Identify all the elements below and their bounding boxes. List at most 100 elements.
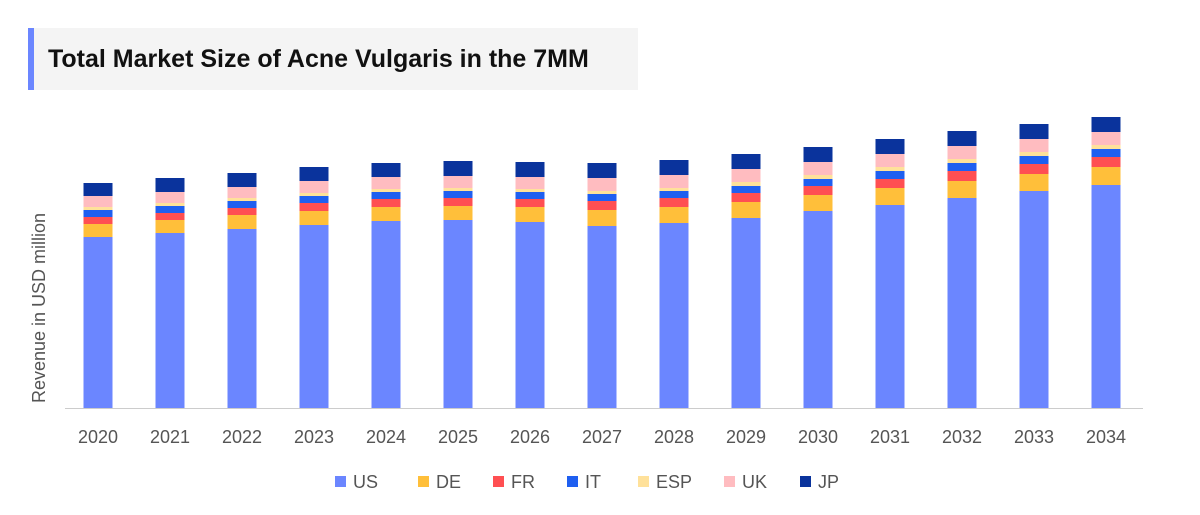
bar-it-2032 <box>947 163 977 171</box>
bar-esp-2025 <box>443 188 473 191</box>
bar-fr-2028 <box>659 198 689 207</box>
bar-us-2034 <box>1091 185 1121 408</box>
bar-jp-2021 <box>155 178 185 192</box>
bar-de-2034 <box>1091 167 1121 185</box>
bar-uk-2032 <box>947 146 977 159</box>
bar-de-2022 <box>227 215 257 229</box>
bar-esp-2020 <box>83 207 113 210</box>
bar-us-2021 <box>155 233 185 408</box>
bar-de-2024 <box>371 207 401 221</box>
bar-fr-2030 <box>803 186 833 195</box>
legend-label: DE <box>436 472 461 492</box>
bar-de-2033 <box>1019 174 1049 191</box>
bar-it-2034 <box>1091 149 1121 157</box>
bar-de-2029 <box>731 202 761 218</box>
legend-swatch-us <box>335 476 346 487</box>
bar-esp-2021 <box>155 203 185 206</box>
bar-us-2030 <box>803 211 833 408</box>
bar-uk-2020 <box>83 196 113 207</box>
x-tick-label: 2032 <box>942 427 982 447</box>
bar-esp-2028 <box>659 188 689 191</box>
bar-uk-2024 <box>371 177 401 189</box>
bar-jp-2034 <box>1091 117 1121 132</box>
bar-us-2027 <box>587 226 617 408</box>
x-tick-label: 2024 <box>366 427 406 447</box>
bar-jp-2026 <box>515 162 545 177</box>
bar-fr-2031 <box>875 179 905 188</box>
x-tick-label: 2023 <box>294 427 334 447</box>
bar-de-2028 <box>659 207 689 223</box>
bar-de-2021 <box>155 220 185 233</box>
bar-us-2020 <box>83 237 113 408</box>
legend-swatch-de <box>418 476 429 487</box>
legend-label: US <box>353 472 378 492</box>
bar-uk-2033 <box>1019 139 1049 152</box>
legend-swatch-uk <box>724 476 735 487</box>
x-tick-label: 2026 <box>510 427 550 447</box>
legend-label: JP <box>818 472 839 492</box>
bar-jp-2031 <box>875 139 905 154</box>
bar-esp-2029 <box>731 182 761 186</box>
bar-jp-2029 <box>731 154 761 169</box>
bar-us-2024 <box>371 221 401 408</box>
bar-uk-2021 <box>155 192 185 203</box>
bar-us-2031 <box>875 205 905 408</box>
bar-us-2026 <box>515 222 545 408</box>
bar-de-2032 <box>947 181 977 198</box>
bar-us-2025 <box>443 220 473 408</box>
title-box: Total Market Size of Acne Vulgaris in th… <box>28 28 638 90</box>
bar-esp-2024 <box>371 189 401 192</box>
x-tick-label: 2029 <box>726 427 766 447</box>
bar-esp-2026 <box>515 189 545 192</box>
bar-us-2022 <box>227 229 257 408</box>
bar-fr-2027 <box>587 201 617 210</box>
x-tick-label: 2034 <box>1086 427 1126 447</box>
bar-jp-2023 <box>299 167 329 181</box>
bar-esp-2027 <box>587 191 617 194</box>
chart-title: Total Market Size of Acne Vulgaris in th… <box>48 45 589 73</box>
bar-us-2023 <box>299 225 329 408</box>
bar-it-2025 <box>443 191 473 198</box>
bar-de-2031 <box>875 188 905 205</box>
bar-jp-2030 <box>803 147 833 162</box>
y-axis-label: Revenue in USD million <box>29 213 49 403</box>
bar-esp-2034 <box>1091 145 1121 149</box>
legend-label: IT <box>585 472 601 492</box>
bar-uk-2028 <box>659 175 689 188</box>
legend-swatch-esp <box>638 476 649 487</box>
x-tick-label: 2027 <box>582 427 622 447</box>
bar-de-2023 <box>299 211 329 225</box>
bar-fr-2020 <box>83 217 113 224</box>
bar-fr-2022 <box>227 208 257 215</box>
bar-uk-2027 <box>587 178 617 191</box>
bar-uk-2022 <box>227 187 257 198</box>
x-tick-label: 2028 <box>654 427 694 447</box>
bar-it-2024 <box>371 192 401 199</box>
bar-uk-2023 <box>299 181 329 193</box>
bar-jp-2027 <box>587 163 617 178</box>
bar-jp-2024 <box>371 163 401 177</box>
x-tick-label: 2033 <box>1014 427 1054 447</box>
bar-it-2021 <box>155 206 185 213</box>
bar-it-2028 <box>659 191 689 198</box>
x-tick-label: 2031 <box>870 427 910 447</box>
legend-label: FR <box>511 472 535 492</box>
bar-fr-2023 <box>299 203 329 211</box>
bar-it-2031 <box>875 171 905 179</box>
bar-jp-2025 <box>443 161 473 176</box>
bar-us-2028 <box>659 223 689 408</box>
bar-it-2029 <box>731 186 761 193</box>
bar-fr-2025 <box>443 198 473 206</box>
bar-fr-2021 <box>155 213 185 220</box>
bar-fr-2034 <box>1091 157 1121 167</box>
x-tick-label: 2025 <box>438 427 478 447</box>
legend-swatch-it <box>567 476 578 487</box>
bar-esp-2031 <box>875 167 905 171</box>
x-tick-label: 2020 <box>78 427 118 447</box>
bar-uk-2030 <box>803 162 833 175</box>
bar-us-2032 <box>947 198 977 408</box>
bar-jp-2022 <box>227 173 257 187</box>
bar-fr-2033 <box>1019 164 1049 174</box>
bar-it-2023 <box>299 196 329 203</box>
bar-uk-2029 <box>731 169 761 182</box>
